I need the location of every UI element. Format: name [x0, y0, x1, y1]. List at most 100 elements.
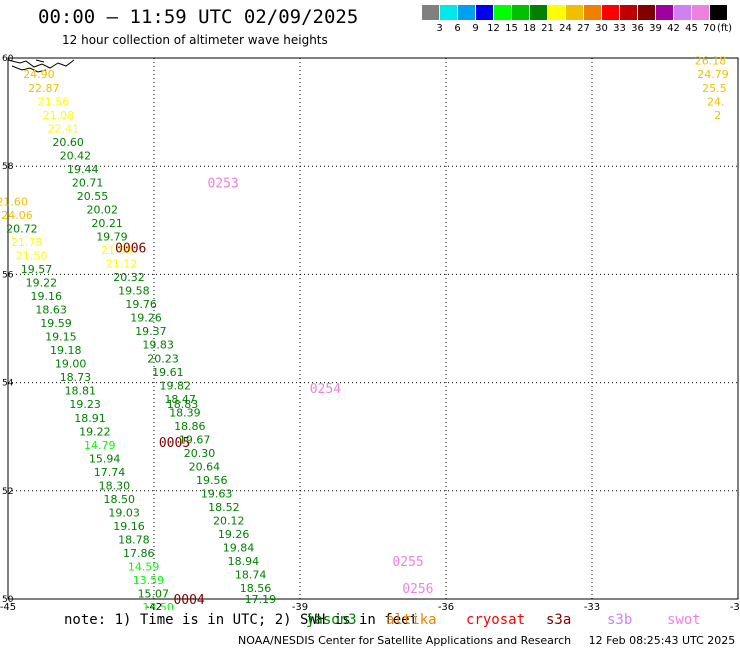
wave-height-point: 20.64: [189, 460, 221, 473]
y-tick-label: 60: [2, 54, 14, 64]
wave-height-point: 19.57: [21, 263, 53, 276]
y-tick-label: 58: [2, 162, 14, 172]
track-labels: 0006 0005 0004 0253 0254 0255 0256: [115, 176, 433, 608]
legend-tick: 21: [541, 23, 554, 34]
wave-height-point: 18.63: [35, 304, 67, 317]
wave-height-point: 13.59: [133, 574, 165, 587]
wave-height-point: 24.06: [1, 209, 33, 222]
wave-height-point: 19.67: [179, 433, 211, 446]
wave-height-point: 19.84: [223, 542, 255, 555]
wave-height-point: 18.91: [74, 412, 106, 425]
wave-height-point: 14.79: [84, 439, 116, 452]
wave-height-point: 19.37: [135, 325, 167, 338]
legend-tick: 9: [472, 23, 479, 34]
wave-height-point: 18.52: [208, 501, 240, 514]
wave-height-point: 20.21: [91, 217, 123, 230]
wave-height-point: 18.78: [118, 533, 150, 546]
wave-height-point: 20.02: [86, 203, 118, 216]
coastline-path: [7, 59, 75, 73]
wave-height-chart: -45 -42 -39 -36 -33 -30 60 58 56 54 52 50 24.9022.8…: [0, 54, 740, 610]
legend-tick: 6: [454, 23, 461, 34]
wave-height-point: 18.50: [104, 493, 136, 506]
wave-height-point: 18.30: [99, 479, 131, 492]
wave-height-point: 19.56: [196, 474, 228, 487]
wave-height-point: 22.41: [48, 122, 80, 135]
track-label: 0004: [173, 593, 204, 608]
wave-height-point: 19.26: [130, 312, 162, 325]
wave-height-point: 21.60: [0, 195, 28, 208]
wave-height-point: 19.79: [96, 231, 128, 244]
wave-height-point: 19.76: [125, 298, 156, 311]
wave-height-point: 14.59: [128, 561, 160, 574]
legend-swatch: [512, 5, 529, 20]
wave-height-point: 19.00: [55, 358, 86, 371]
wave-height-point: 18.94: [228, 555, 260, 568]
wave-height-point: 18.74: [235, 569, 267, 582]
wave-height-point: 21.78: [11, 236, 43, 249]
wave-height-point: 20.23: [147, 352, 179, 365]
wave-height-point: 18.81: [65, 385, 97, 398]
wave-height-point: 19.18: [50, 344, 82, 357]
axis-labels: -45 -42 -39 -36 -33 -30 60 58 56 54 52 50: [0, 54, 740, 610]
wave-height-point: 19.58: [118, 285, 150, 298]
wave-height-point: 18.39: [169, 406, 201, 419]
x-tick-label: -39: [292, 602, 308, 610]
wave-height-point: 20.55: [77, 190, 109, 203]
legend-swatch: [674, 5, 691, 20]
wave-height-point: 19.15: [45, 331, 77, 344]
footer-credit: NOAA/NESDIS Center for Satellite Applica…: [238, 634, 736, 647]
wave-height-point: 17.19: [245, 593, 277, 606]
wave-height-point: 24.: [707, 95, 725, 108]
legend-swatch: [584, 5, 601, 20]
wave-height-point: 22.87: [28, 82, 60, 95]
wave-height-point: 21.12: [106, 258, 138, 271]
x-tick-label: -30: [730, 602, 740, 610]
track-label: 0256: [402, 582, 433, 597]
wave-height-point: 19.22: [79, 425, 111, 438]
legend-swatch: [530, 5, 547, 20]
wave-height-point: 19.83: [142, 339, 174, 352]
wave-height-point: 20.60: [52, 136, 84, 149]
y-tick-label: 52: [2, 487, 13, 497]
wave-height-point: 19.44: [67, 163, 99, 176]
wave-height-point: 20.42: [60, 149, 91, 162]
wave-height-point: 15.07: [138, 588, 170, 601]
wave-height-point: 19.61: [152, 366, 184, 379]
page-subtitle: 12 hour collection of altimeter wave hei…: [62, 33, 328, 47]
legend-tick: 36: [631, 23, 644, 34]
wave-height-point: 21.50: [16, 249, 48, 262]
track-label: 0006: [115, 241, 146, 256]
satellite-name: altika: [386, 612, 437, 628]
y-tick-label: 54: [2, 379, 14, 389]
track-label: 0254: [310, 382, 341, 397]
satellite-name: swot: [667, 612, 701, 628]
wave-height-point: 19.63: [201, 488, 233, 501]
wave-height-point: 19.23: [69, 398, 101, 411]
x-tick-label: -36: [438, 602, 454, 610]
wave-height-point: 17.74: [94, 466, 126, 479]
legend-swatch: [692, 5, 709, 20]
y-tick-label: 50: [2, 595, 14, 605]
wave-height-point: 19.59: [40, 317, 72, 330]
coastline: [7, 59, 75, 73]
wave-height-point: 21.56: [38, 95, 70, 108]
wave-height-point: 19.82: [159, 379, 191, 392]
wave-height-point: 21.08: [43, 109, 75, 122]
page-title: 00:00 – 11:59 UTC 02/09/2025: [38, 6, 359, 28]
note-text: note: 1) Time is in UTC; 2) SWH is in fe…: [64, 612, 419, 628]
legend-swatch: [458, 5, 475, 20]
legend-swatch: [710, 5, 727, 20]
data-points: 24.9022.8721.5621.0822.4120.6020.4219.44…: [0, 55, 729, 610]
wave-height-point: 18.86: [174, 420, 206, 433]
legend-swatch: [422, 5, 439, 20]
legend-tick: 45: [685, 23, 698, 34]
y-tick-label: 56: [2, 270, 14, 280]
legend-swatch: [476, 5, 493, 20]
track-label: 0255: [392, 555, 423, 570]
satellite-name: s3a: [546, 612, 572, 628]
legend-tick: 39: [649, 23, 662, 34]
track-label: 0005: [159, 436, 190, 451]
legend-tick: 42: [667, 23, 680, 34]
wave-height-point: 20.32: [113, 271, 145, 284]
track-label: 0253: [208, 176, 239, 191]
